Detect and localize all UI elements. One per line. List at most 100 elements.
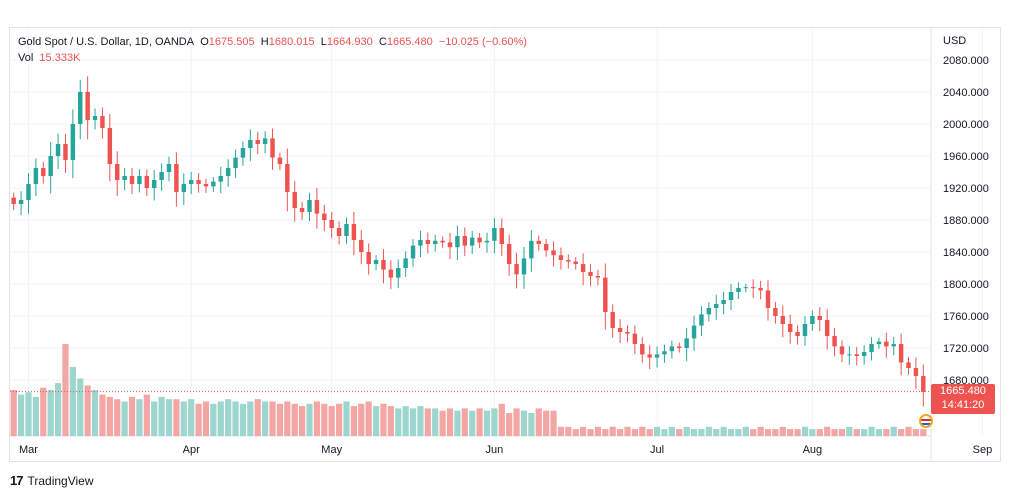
month-label: Mar [19,444,38,456]
volume-bar [417,406,424,436]
volume-bar [735,429,742,436]
volume-bar [424,408,431,436]
price-tick-label: 1800.000 [943,279,989,291]
volume-bar [91,390,99,436]
volume-bar [616,429,624,436]
volume-bar [77,378,84,436]
candle-down [588,272,593,276]
legend-high: 1680.015 [268,36,315,48]
volume-bar [69,367,76,436]
volume-bar [801,426,809,436]
candle-down [292,192,297,208]
candle-up [92,116,98,120]
volume-bar [136,399,143,436]
volume-bar [705,426,712,436]
volume-bar [461,408,468,436]
candle-down [514,264,519,275]
candle-up [847,354,852,356]
volume-bar [239,403,247,436]
volume-bar [506,413,513,436]
candle-down [270,138,275,158]
volume-bar [764,429,772,436]
candle-down [359,240,364,252]
legend-open-label: O [200,36,209,48]
candle-down [115,164,120,180]
candle-down [388,269,394,278]
candle-down [603,277,608,312]
candle-up [736,288,741,292]
candle-down [285,164,290,192]
volume-bar [528,413,535,436]
candle-down [277,157,283,164]
volume-bar [875,429,883,436]
volume-bar [787,429,794,436]
candle-down [536,240,541,244]
time-axis[interactable]: Mar Apr May Jun Jul Aug Sep [19,444,992,456]
volume-bar [114,399,121,436]
candle-down [632,333,638,344]
candle-down [440,240,445,243]
candle-down [351,224,357,240]
candle-down [839,346,845,355]
price-tick-label: 1960.000 [943,151,989,163]
candle-up [344,224,349,236]
volume-bar [690,429,698,436]
candle-up [396,268,401,278]
candle-up [78,92,83,124]
grid [10,28,983,462]
volume-bar [432,408,439,436]
candle-up [433,240,438,244]
candle-up [654,354,660,358]
candle-up [225,168,231,176]
tradingview-logo[interactable]: 17 TradingView [10,473,94,488]
volume-bar [602,429,609,436]
price-tick-label: 1720.000 [943,343,989,355]
candle-down [921,376,926,392]
candle-up [529,240,534,259]
volume-bar [313,401,321,436]
candle-up [728,292,734,300]
candle-up [810,316,815,324]
candle-down [906,362,911,368]
volume-bar [572,429,579,436]
candle-up [26,184,31,200]
volume-bar [890,426,897,436]
volume-bar [232,401,239,436]
volume-bar [757,426,764,436]
volume-bar [750,429,757,436]
price-tick-label: 1840.000 [943,247,989,259]
candle-down [913,368,919,376]
chart-frame[interactable] [9,27,1001,462]
legend-ohlc: Gold Spot / U.S. Dollar, 1D, OANDA O1675… [18,36,527,48]
candle-up [159,172,164,180]
us-flag-icon[interactable] [919,414,933,428]
volume-bar [861,429,868,436]
volume-bar [62,344,69,436]
candle-up [662,351,667,355]
volume-bar [831,429,838,436]
candle-up [307,200,312,212]
volume-bar [99,394,106,436]
volume-bar [898,429,905,436]
candle-up [33,168,39,184]
price-axis[interactable]: 2080.000 2040.000 2000.000 1960.000 1920.000… [943,55,989,387]
volume-bar [151,401,158,436]
volume-bar [838,429,846,436]
candle-up [233,157,238,168]
volume-bar [343,401,350,436]
volume-bar [173,399,180,436]
candle-up [876,341,882,344]
volume-bar [321,403,328,436]
volume-bar [779,426,786,436]
currency-label[interactable]: USD [943,35,967,47]
candle-down [780,316,786,324]
volume-bar [395,408,402,436]
candle-up [721,300,726,304]
candle-down [499,228,504,244]
candle-up [218,176,223,182]
candle-up [706,308,712,315]
candle-up [484,240,490,243]
candle-up [891,344,896,347]
candle-down [85,92,90,120]
